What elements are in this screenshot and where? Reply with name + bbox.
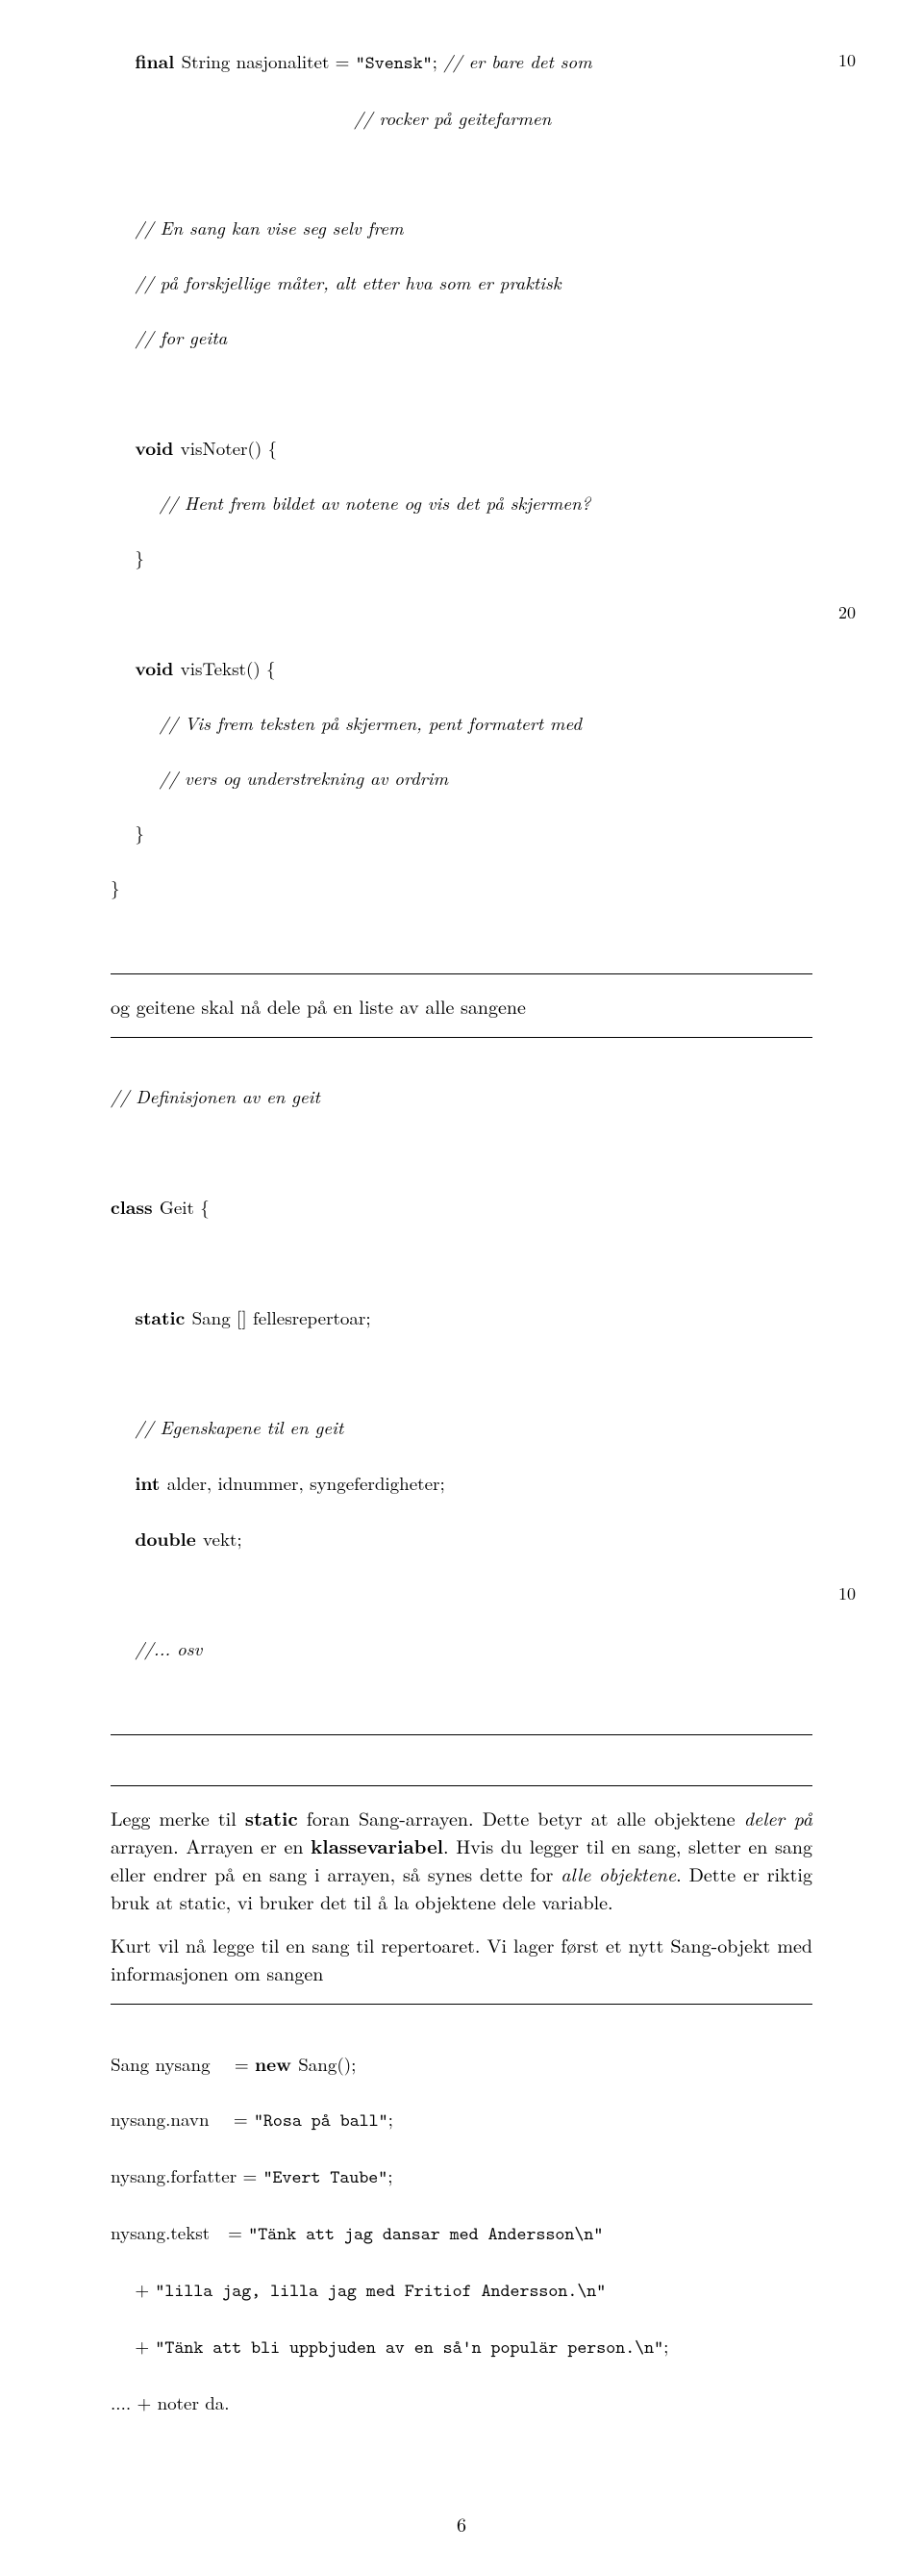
string-literal: "Tänk att bli uppbjuden av en så'n popul… [155, 2336, 663, 2360]
comment: // Hent frem bildet av notene og vis det… [160, 490, 591, 516]
code-text: Geit { [160, 1194, 210, 1220]
code-block-3: Sang nysang = new Sang(); nysang.navn = … [111, 2022, 812, 2471]
page-number: 6 [111, 2510, 812, 2538]
code-text: visTekst() { [181, 655, 276, 681]
code-text: + [135, 2276, 155, 2302]
text: Legg merke til [111, 1804, 245, 1831]
code-text: nysang.tekst = [111, 2219, 248, 2245]
kw-void: void [135, 654, 180, 681]
text: arrayen. Arrayen er en [111, 1831, 311, 1859]
string-literal: "Tänk att jag dansar med Andersson\n" [248, 2222, 603, 2246]
code-text: ; [663, 2333, 668, 2359]
separator [111, 2004, 812, 2005]
comment: // rocker på geitefarmen [354, 105, 551, 131]
kw-class: class [111, 1193, 160, 1220]
code-text: } [111, 874, 120, 900]
comment: // Definisjonen av en geit [111, 1083, 320, 1109]
code-text: } [135, 820, 144, 846]
comment: //... osv [135, 1635, 202, 1661]
text: foran Sang-arrayen. Dette betyr at alle … [298, 1804, 744, 1831]
code-text: .... + noter da. [111, 2389, 230, 2415]
kw-static: static [135, 1303, 191, 1330]
italic-text: deler på [744, 1804, 812, 1831]
code-text: vekt; [203, 1526, 242, 1552]
code-text: nysang.forfatter = [111, 2162, 263, 2188]
code-text: Sang nysang = [111, 2051, 255, 2077]
page: final String nasjonalitet = "Svensk"; //… [0, 0, 923, 2576]
kw-void: void [135, 434, 180, 461]
code-text: ; [387, 2162, 392, 2188]
code-text: Sang [] fellesrepertoar; [192, 1304, 371, 1330]
string-literal: "lilla jag, lilla jag med Fritiof Anders… [155, 2279, 606, 2303]
string-literal: "Evert Taube" [263, 2165, 388, 2189]
bold-text: klassevariabel [311, 1831, 443, 1859]
code-block-2: // Definisjonen av en geit class Geit { … [111, 1055, 812, 1717]
string-literal: "Rosa på ball" [254, 2109, 388, 2133]
comment: // for geita [135, 324, 227, 350]
paragraph: og geitene skal nå dele på en liste av a… [111, 992, 812, 1020]
italic-text: alle objektene [561, 1859, 676, 1887]
line-number: 20 [838, 599, 856, 625]
code-text: ; [433, 48, 444, 74]
code-text: Sang(); [298, 2051, 356, 2077]
string-literal: "Svensk" [356, 51, 433, 75]
line-number: 10 [838, 1580, 856, 1606]
comment: // Vis frem teksten på skjermen, pent fo… [160, 710, 582, 736]
comment: // Egenskapene til en geit [135, 1414, 343, 1440]
separator [111, 1037, 812, 1038]
paragraph: Kurt vil nå legge til en sang til repert… [111, 1931, 812, 1986]
bold-text: static [245, 1804, 298, 1831]
kw-double: double [135, 1525, 203, 1552]
code-text: nysang.navn = [111, 2106, 254, 2132]
separator [111, 1734, 812, 1735]
kw-int: int [135, 1469, 166, 1496]
line-number: 10 [838, 47, 856, 73]
separator [111, 973, 812, 974]
comment: // vers og understrekning av ordrim [160, 765, 448, 791]
comment: // En sang kan vise seg selv frem [135, 215, 403, 240]
comment: // er bare det som [443, 48, 591, 74]
code-text: alder, idnummer, syngeferdigheter; [167, 1470, 445, 1496]
kw-new: new [255, 2050, 298, 2077]
comment: // på forskjellige måter, alt etter hva … [135, 269, 561, 295]
code-text: String nasjonalitet = [182, 48, 356, 74]
code-text: visNoter() { [181, 435, 277, 461]
separator [111, 1785, 812, 1786]
code-block-1: final String nasjonalitet = "Svensk"; //… [111, 19, 812, 956]
code-text: + [135, 2333, 155, 2359]
code-text: ; [388, 2106, 393, 2132]
code-text: } [135, 544, 144, 570]
paragraph: Legg merke til static foran Sang-arrayen… [111, 1804, 812, 1915]
kw-final: final [135, 47, 181, 74]
